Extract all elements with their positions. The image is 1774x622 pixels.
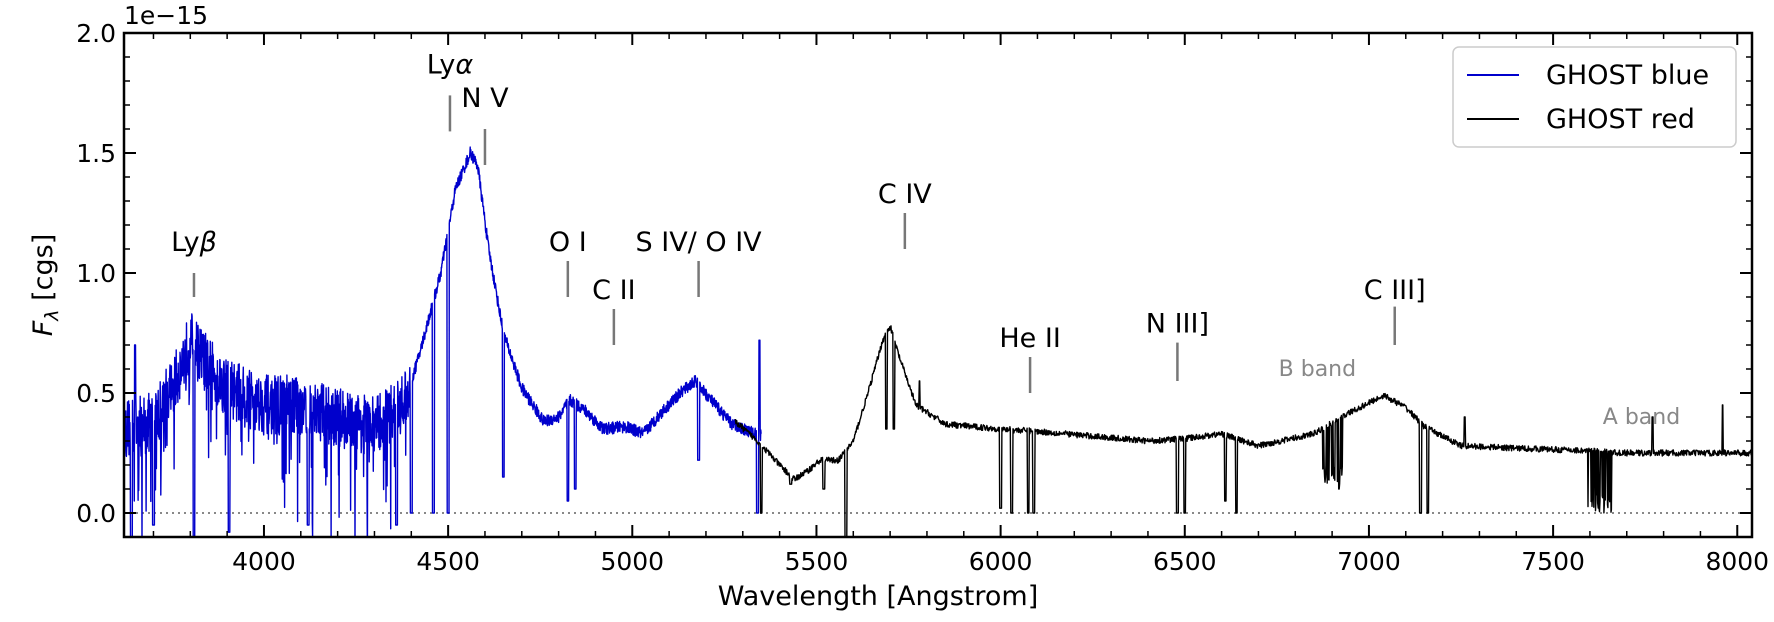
- x-tick-label: 6000: [969, 547, 1033, 576]
- plot-area: [124, 146, 1752, 537]
- y-tick-label: 1.5: [76, 139, 116, 168]
- annotation-label: C III]: [1364, 275, 1426, 306]
- y-axis-label-sub: λ: [41, 309, 63, 321]
- annotation-label: C II: [592, 275, 635, 306]
- y-tick-label: 2.0: [76, 19, 116, 48]
- y-scale-label: 1e−15: [124, 1, 208, 30]
- x-tick-label: 7000: [1337, 547, 1401, 576]
- x-tick-label: 4500: [416, 547, 480, 576]
- legend-label: GHOST blue: [1546, 60, 1709, 91]
- plot-clip-group: [124, 146, 1752, 537]
- annotation-label: Lyβ: [171, 227, 217, 258]
- x-tick-label: 4000: [232, 547, 296, 576]
- legend: GHOST blue GHOST red: [1452, 46, 1737, 148]
- annotation-label: S IV/ O IV: [636, 227, 763, 258]
- annotation-label: He II: [999, 323, 1060, 354]
- annotation-label: Lyα: [427, 49, 474, 80]
- annotation-label: N V: [461, 83, 509, 114]
- series-line-ghost-red: [734, 325, 1752, 537]
- annotation-label-text: O I: [549, 227, 587, 258]
- annotation-label-text: Ly: [427, 49, 456, 80]
- y-tick-label: 1.0: [76, 259, 116, 288]
- annotation-label-greek: β: [199, 227, 217, 258]
- annotation-label-text: N V: [461, 83, 509, 114]
- annotation-label-text: C IV: [878, 179, 932, 210]
- x-tick-label: 5500: [785, 547, 849, 576]
- plot-frame: [122, 31, 1754, 539]
- x-tick-label: 8000: [1705, 547, 1769, 576]
- y-axis-label: Fλ [cgs]: [28, 234, 63, 336]
- annotation-label: C IV: [878, 179, 932, 210]
- y-tick-label: 0.5: [76, 379, 116, 408]
- annotation-label-text: C III]: [1364, 275, 1426, 306]
- legend-label: GHOST red: [1546, 104, 1695, 135]
- x-tick-label: 7500: [1521, 547, 1585, 576]
- y-axis-label-unit: [cgs]: [28, 234, 59, 310]
- y-axis-label-main: F: [28, 320, 59, 336]
- y-tick-label: 0.0: [76, 499, 116, 528]
- x-tick-label: 5000: [600, 547, 664, 576]
- x-axis-label: Wavelength [Angstrom]: [718, 581, 1039, 612]
- annotation-label-text: He II: [999, 323, 1060, 354]
- annotation-label: O I: [549, 227, 587, 258]
- band-label: A band: [1603, 405, 1680, 430]
- annotation-label-text: C II: [592, 275, 635, 306]
- annotation-label-text: N III]: [1146, 309, 1209, 340]
- series-line-ghost-blue: [124, 146, 762, 537]
- annotation-label-text: S IV/ O IV: [636, 227, 763, 258]
- legend-box: [1452, 46, 1737, 148]
- annotation-label-greek: α: [455, 49, 473, 80]
- axes: 4000 4500 5000 5500 6000 6500 7000 7500 8000 0.0 0…: [28, 1, 1769, 612]
- annotation-label-text: Ly: [171, 227, 200, 258]
- annotation-label: N III]: [1146, 309, 1209, 340]
- x-tick-label: 6500: [1153, 547, 1217, 576]
- band-label: B band: [1279, 357, 1356, 382]
